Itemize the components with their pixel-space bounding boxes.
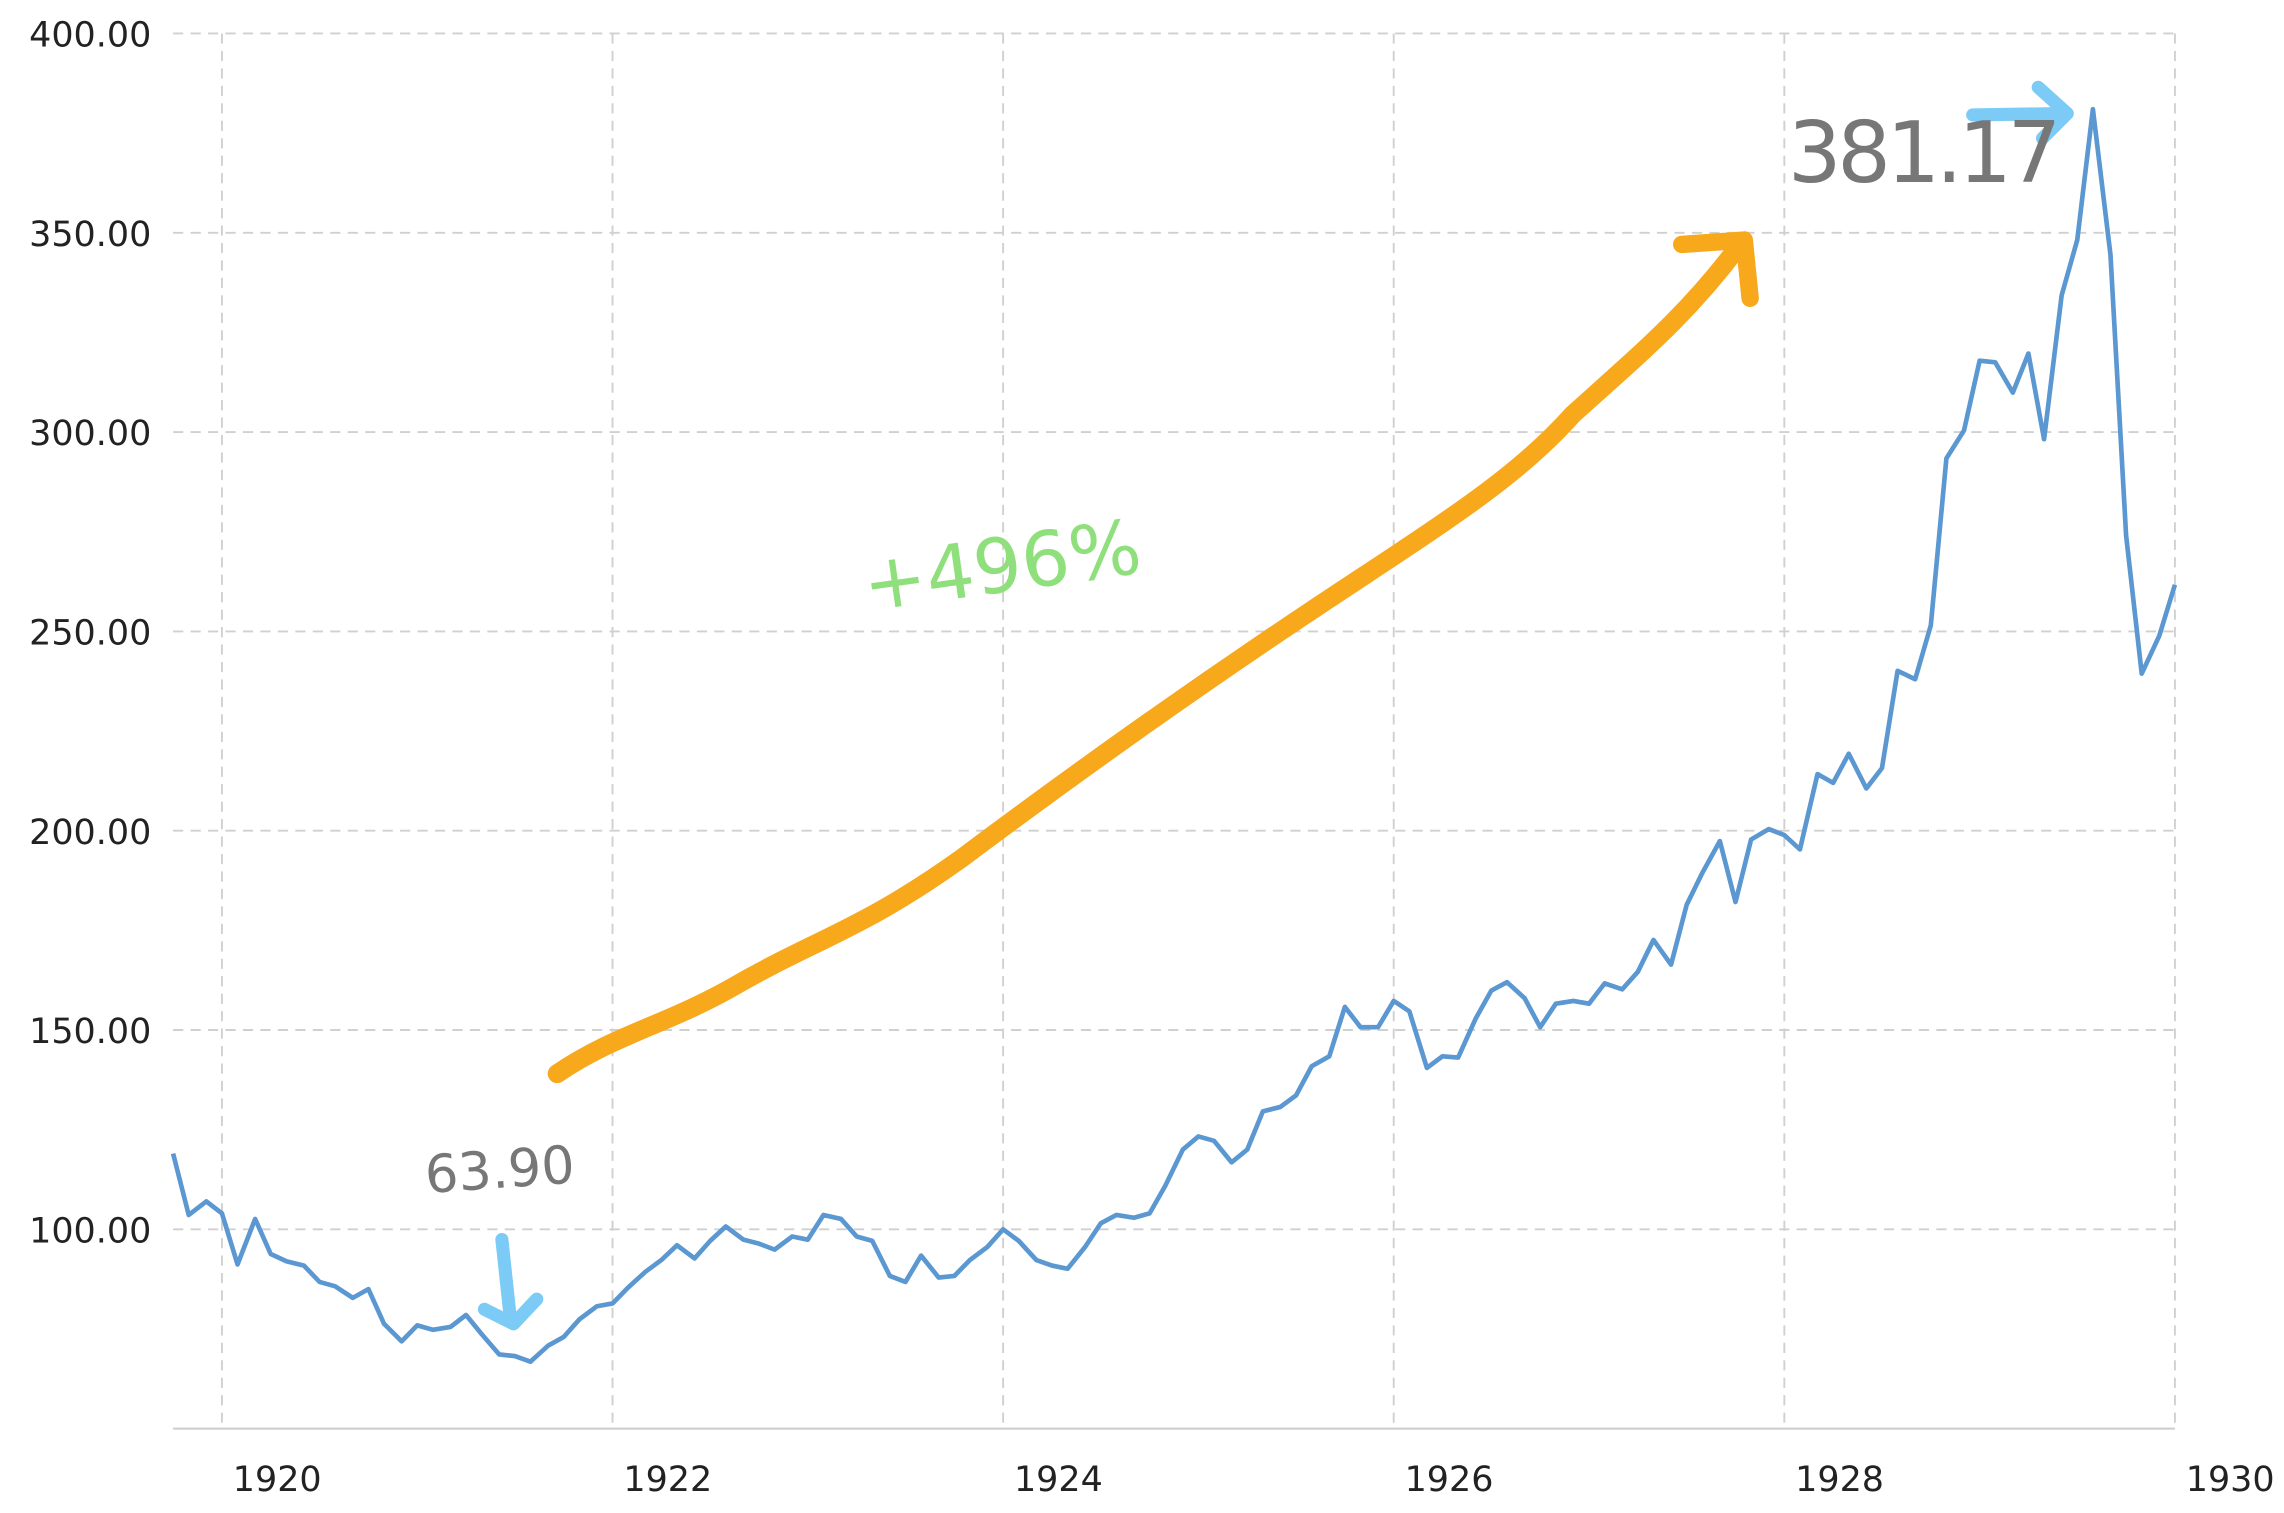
y-tick-label: 350.00 (29, 215, 151, 255)
low-label: 63.90 (423, 1135, 577, 1206)
x-tick-label: 1930 (2186, 1460, 2275, 1500)
x-tick-label: 1928 (1795, 1460, 1884, 1500)
gain-label: +496% (857, 503, 1146, 629)
plot (170, 106, 2178, 1364)
y-tick-label: 300.00 (29, 414, 151, 454)
y-tick-label: 100.00 (29, 1211, 151, 1251)
trend-arrow-head (1673, 231, 1759, 307)
x-tick-label: 1922 (623, 1460, 712, 1500)
low-arrow (477, 1232, 544, 1331)
y-tick-label: 400.00 (29, 16, 151, 56)
y-tick-label: 200.00 (29, 813, 151, 853)
x-tick-label: 1920 (233, 1460, 322, 1500)
x-tick-label: 1924 (1014, 1460, 1103, 1500)
trend-arrow (547, 234, 1750, 1084)
high-label: 381.17 (1788, 104, 2057, 202)
x-tick-label: 1926 (1405, 1460, 1494, 1500)
y-tick-label: 250.00 (29, 613, 151, 653)
grid: 100.00 150.00 200.00 250.00 300.00 350.00 400.… (29, 16, 2274, 1501)
y-tick-label: 150.00 (29, 1012, 151, 1052)
high-arrow (1966, 80, 2074, 145)
line (170, 106, 2178, 1364)
